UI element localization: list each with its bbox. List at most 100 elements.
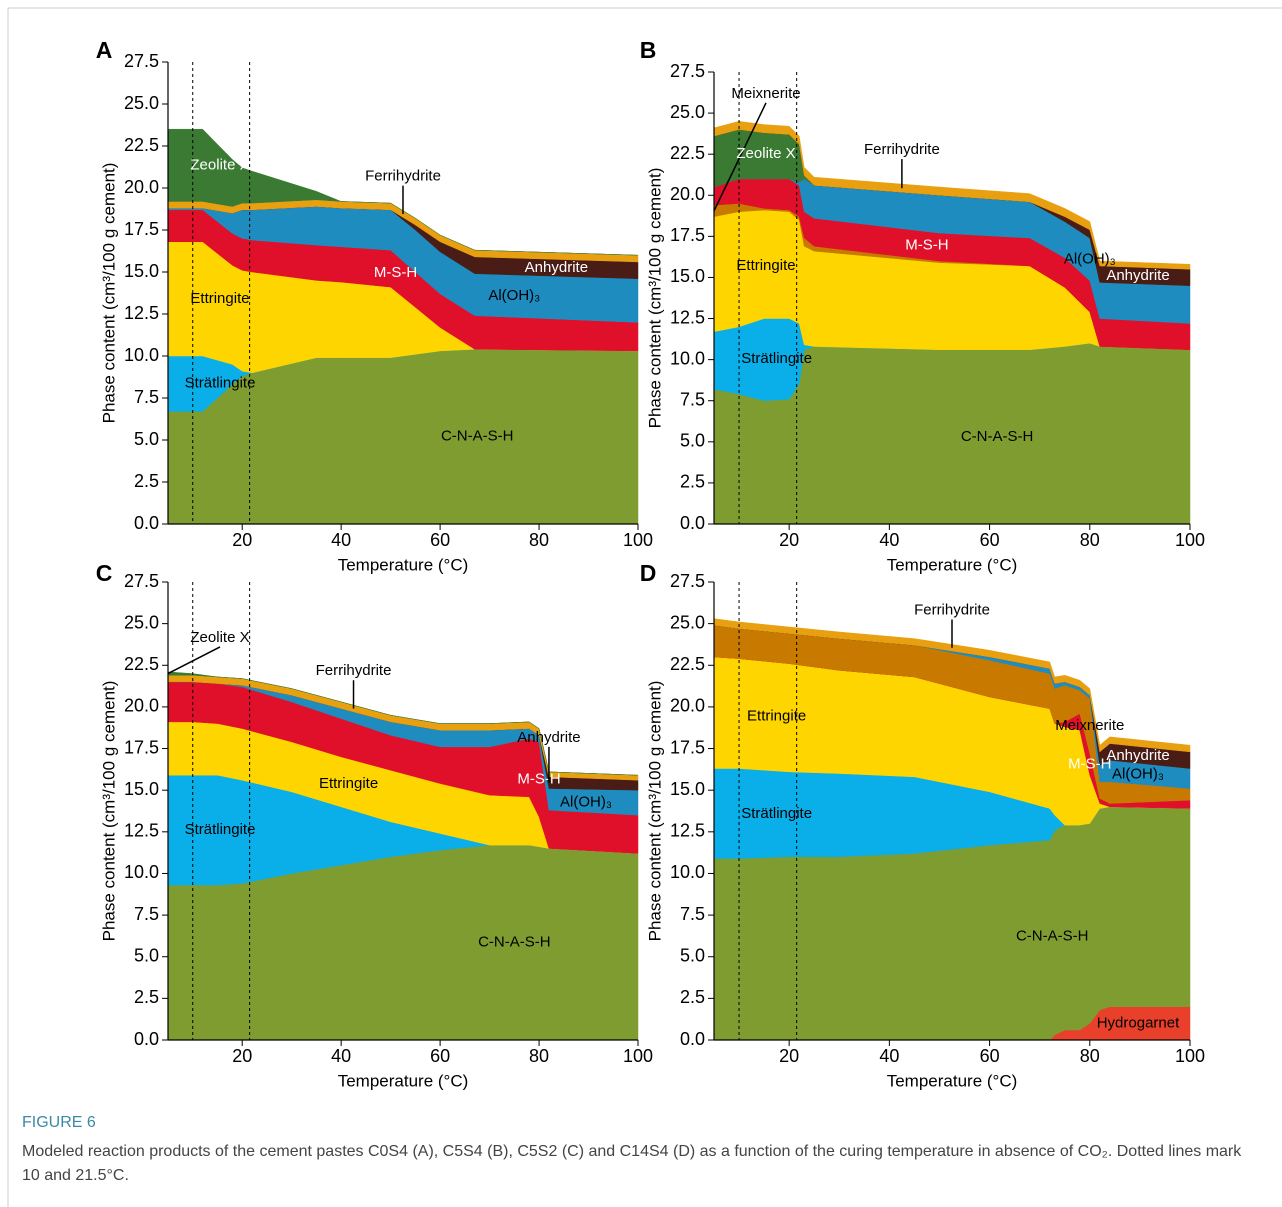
area-label: C-N-A-S-H [961, 428, 1034, 445]
y-axis-title: Phase content (cm³/100 g cement) [645, 168, 664, 429]
y-tick-label: 17.5 [670, 225, 705, 245]
y-tick-label: 25.0 [670, 612, 705, 632]
figure-label: FIGURE 6 [22, 1114, 96, 1131]
area-label: C-N-A-S-H [478, 934, 551, 951]
y-tick-label: 12.5 [124, 821, 159, 841]
y-tick-label: 22.5 [670, 143, 705, 163]
area-label: Hydrogarnet [1097, 1014, 1180, 1031]
area-label: C-N-A-S-H [1016, 927, 1089, 944]
x-tick-label: 20 [232, 530, 252, 550]
area-label: M-S-H [905, 237, 948, 254]
panel-label: B [640, 37, 657, 63]
area-label: Zeolite X [190, 156, 249, 173]
y-tick-label: 15.0 [670, 779, 705, 799]
area-label: Al(OH)₃ [1112, 766, 1164, 783]
area-label: Anhydrite [517, 729, 580, 746]
area-label: Ettringite [190, 290, 249, 307]
x-tick-label: 20 [779, 1046, 799, 1066]
y-tick-label: 20.0 [670, 184, 705, 204]
area-label: Strätlingite [185, 375, 256, 392]
area-label: Ettringite [319, 775, 378, 792]
y-tick-label: 12.5 [670, 307, 705, 327]
x-tick-label: 40 [331, 1046, 351, 1066]
area-label: Anhydrite [525, 259, 588, 276]
y-tick-label: 17.5 [124, 737, 159, 757]
y-tick-label: 7.5 [134, 904, 159, 924]
y-tick-label: 10.0 [124, 862, 159, 882]
y-tick-label: 27.5 [124, 51, 159, 71]
y-tick-label: 22.5 [124, 654, 159, 674]
y-tick-label: 25.0 [670, 102, 705, 122]
y-tick-label: 7.5 [680, 389, 705, 409]
area-label: Ettringite [736, 257, 795, 274]
x-tick-label: 100 [1175, 1046, 1205, 1066]
area-label: Meixnerite [731, 85, 800, 102]
area-label: Ettringite [747, 708, 806, 725]
y-tick-label: 2.5 [134, 471, 159, 491]
x-tick-label: 20 [232, 1046, 252, 1066]
x-tick-label: 40 [879, 530, 899, 550]
y-tick-label: 25.0 [124, 93, 159, 113]
y-tick-label: 10.0 [670, 348, 705, 368]
y-tick-label: 12.5 [124, 303, 159, 323]
x-tick-label: 40 [331, 530, 351, 550]
panel-label: A [96, 37, 113, 63]
y-tick-label: 17.5 [124, 219, 159, 239]
y-tick-label: 0.0 [680, 1029, 705, 1049]
area-segment [167, 128, 639, 256]
area-label: Ferrihydrite [914, 601, 990, 618]
x-tick-label: 80 [1080, 530, 1100, 550]
y-tick-label: 22.5 [670, 654, 705, 674]
x-tick-label: 100 [623, 530, 653, 550]
area-label: M-S-H [517, 770, 560, 787]
y-tick-label: 2.5 [134, 987, 159, 1007]
area-label: C-N-A-S-H [441, 428, 514, 445]
area-label: M-S-H [1068, 755, 1111, 772]
x-axis-title: Temperature (°C) [338, 555, 469, 574]
y-tick-label: 17.5 [670, 737, 705, 757]
leader-line [713, 102, 767, 212]
x-axis-title: Temperature (°C) [887, 555, 1018, 574]
figure-caption: Modeled reaction products of the cement … [22, 1143, 1242, 1184]
y-tick-label: 15.0 [670, 266, 705, 286]
area-label: Ferrihydrite [864, 141, 940, 158]
y-axis-title: Phase content (cm³/100 g cement) [645, 681, 664, 942]
x-tick-label: 60 [980, 530, 1000, 550]
y-tick-label: 10.0 [670, 862, 705, 882]
x-tick-label: 80 [1080, 1046, 1100, 1066]
area-label: M-S-H [374, 264, 417, 281]
y-tick-label: 15.0 [124, 779, 159, 799]
area-label: Ferrihydrite [365, 168, 441, 185]
y-tick-label: 0.0 [134, 1029, 159, 1049]
x-tick-label: 60 [430, 530, 450, 550]
y-axis-title: Phase content (cm³/100 g cement) [99, 681, 118, 942]
y-tick-label: 0.0 [680, 513, 705, 533]
y-tick-label: 27.5 [670, 571, 705, 591]
area-label: Strätlingite [741, 805, 812, 822]
area-label: Al(OH)₃ [488, 287, 540, 304]
y-tick-label: 27.5 [670, 61, 705, 81]
y-tick-label: 2.5 [680, 987, 705, 1007]
area-label: Anhydrite [1106, 747, 1169, 764]
y-tick-label: 2.5 [680, 472, 705, 492]
area-label: Meixnerite [1055, 717, 1124, 734]
x-tick-label: 80 [529, 530, 549, 550]
y-tick-label: 20.0 [124, 177, 159, 197]
y-tick-label: 5.0 [134, 945, 159, 965]
y-tick-label: 27.5 [124, 571, 159, 591]
y-tick-label: 0.0 [134, 513, 159, 533]
y-tick-label: 15.0 [124, 261, 159, 281]
area-label: Anhydrite [1106, 267, 1169, 284]
y-tick-label: 5.0 [134, 429, 159, 449]
y-tick-label: 10.0 [124, 345, 159, 365]
area-segment [167, 671, 639, 776]
area-label: Strätlingite [741, 350, 812, 367]
x-tick-label: 60 [980, 1046, 1000, 1066]
area-label: Ferrihydrite [316, 662, 392, 679]
y-tick-label: 5.0 [680, 945, 705, 965]
x-tick-label: 60 [430, 1046, 450, 1066]
y-tick-label: 20.0 [670, 696, 705, 716]
area-segment [713, 121, 1191, 270]
